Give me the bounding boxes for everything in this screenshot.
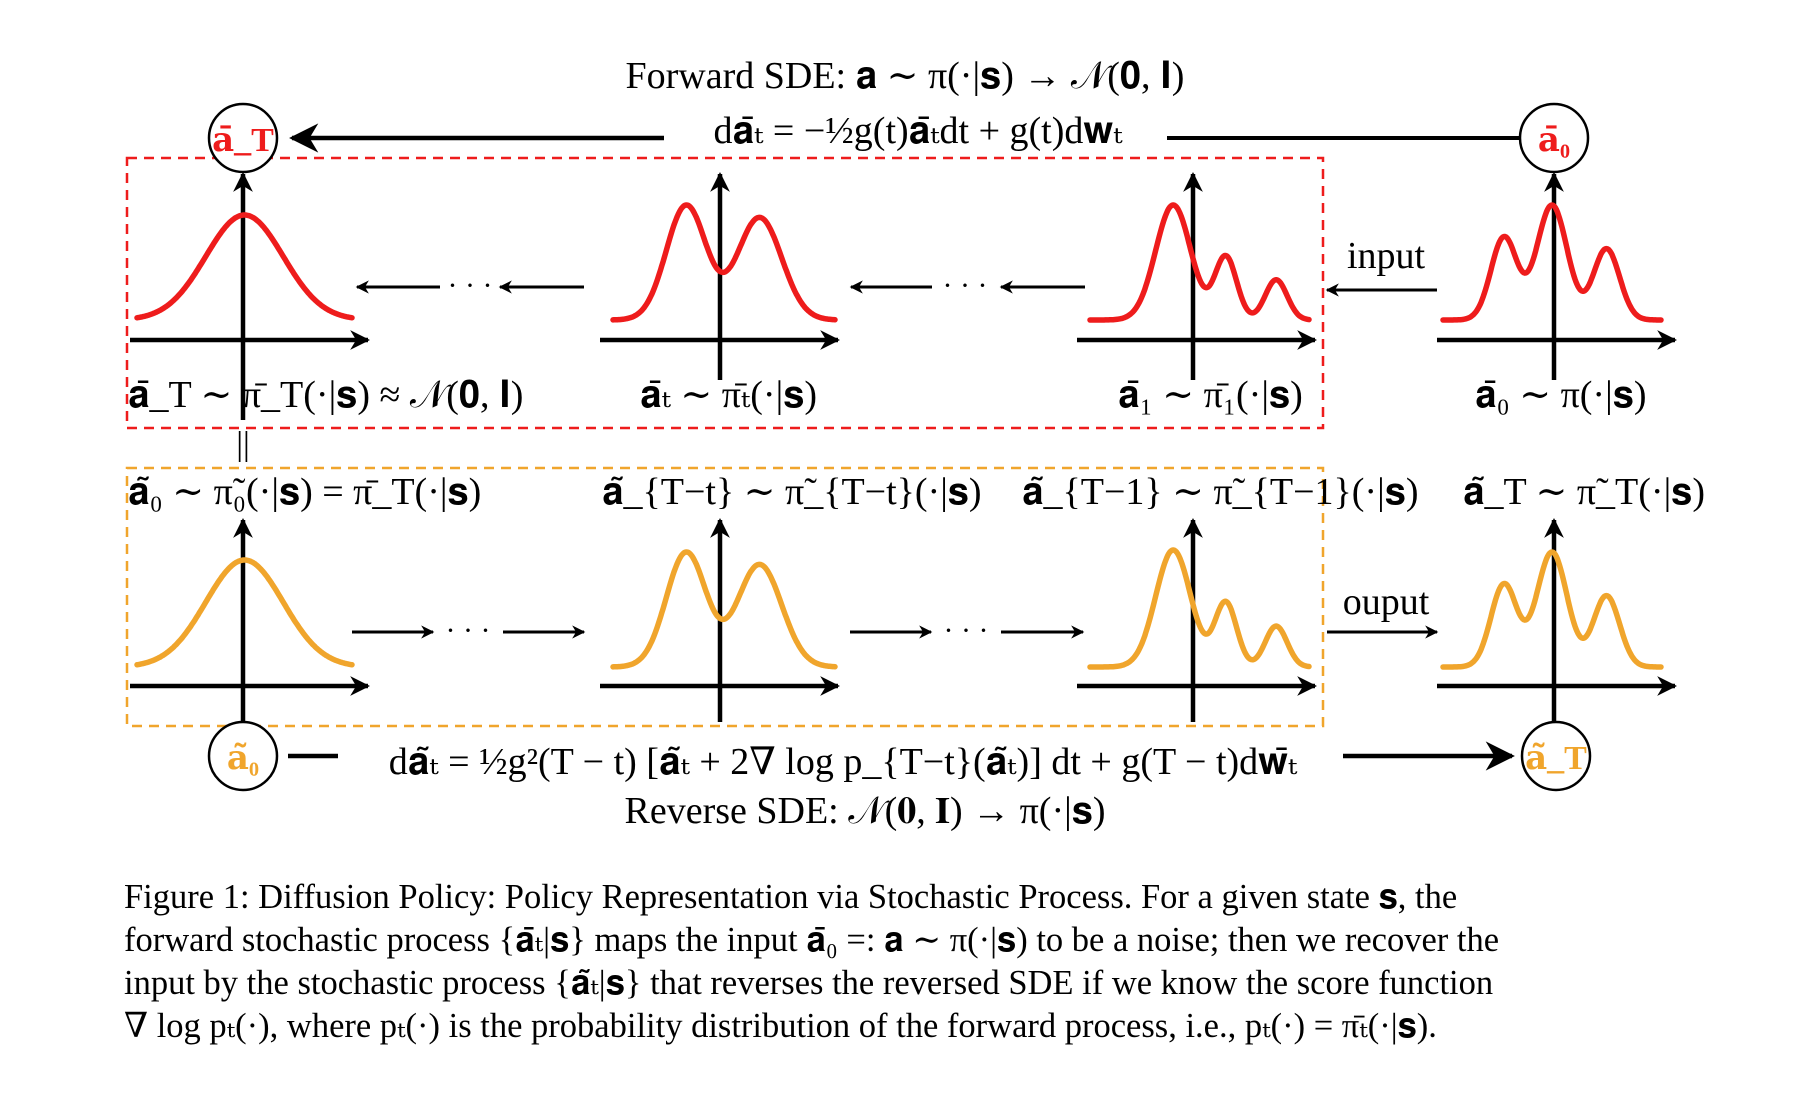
reverse-sde-equation: d𝐚̃ₜ = ½g²(T − t) [𝐚̃ₜ + 2∇ log p_{T−t}(…	[389, 741, 1298, 783]
reverse-dots-2: · · ·	[944, 614, 989, 647]
caption-line-4: ∇ log pₜ(·), where pₜ(·) is the probabil…	[124, 1007, 1437, 1045]
svg-text:𝐚̃_T: 𝐚̃_T	[1525, 740, 1587, 777]
svg-text:𝐚̃₀: 𝐚̃₀	[227, 740, 259, 777]
reverse-density-curve-3	[1087, 547, 1312, 670]
reverse-process-box	[125, 466, 1325, 728]
node-reverse-start: 𝐚̃₀	[207, 720, 279, 792]
forward-dots-1: · · ·	[448, 269, 493, 302]
forward-label-0: 𝐚̄₀ ∼ π(·|𝐬)	[1475, 374, 1646, 416]
forward-density-curve-4	[1440, 202, 1664, 323]
svg-text:𝐚̄₀: 𝐚̄₀	[1538, 122, 1570, 159]
forward-label-t: 𝐚̄ₜ ∼ π̄ₜ(·|𝐬)	[640, 374, 817, 416]
diffusion-figure: Forward SDE: 𝐚 ∼ π(·|𝐬) → 𝒩(𝟎, 𝐈) d𝐚̄ₜ =…	[125, 55, 1705, 832]
caption-line-1: Figure 1: Diffusion Policy: Policy Repre…	[124, 878, 1458, 916]
forward-step-arrows	[355, 280, 1437, 297]
svg-text:𝐚̄_T: 𝐚̄_T	[212, 122, 274, 159]
forward-process-box	[125, 156, 1325, 430]
reverse-density-curve-1	[134, 557, 355, 668]
axes-reverse-1	[130, 518, 370, 722]
forward-dots-2: · · ·	[943, 269, 988, 302]
node-forward-end: 𝐚̄_T	[207, 102, 279, 174]
node-forward-start: 𝐚̄₀	[1518, 102, 1590, 174]
reverse-density-curve-4	[1440, 549, 1664, 670]
node-reverse-end: 𝐚̃_T	[1520, 720, 1592, 792]
output-label: ouput	[1343, 581, 1430, 623]
reverse-label-0: 𝐚̃₀ ∼ π̃₀(·|𝐬) = π̄_T(·|𝐬)	[128, 471, 481, 513]
forward-label-T: 𝐚̄_T ∼ π̄_T(·|𝐬) ≈ 𝒩(𝟎, 𝐈)	[128, 374, 523, 416]
input-label: input	[1347, 235, 1426, 277]
reverse-label-Tt: 𝐚̃_{T−t} ∼ π̃_{T−t}(·|𝐬)	[602, 471, 982, 513]
caption-line-2: forward stochastic process {𝐚̄ₜ|𝐬} maps …	[124, 921, 1500, 959]
reverse-dots-1: · · ·	[446, 614, 491, 647]
forward-density-curve-3	[1087, 202, 1312, 323]
equality-marker: ||	[236, 426, 250, 463]
reverse-density-curve-2	[610, 549, 838, 670]
figure-caption: Figure 1: Diffusion Policy: Policy Repre…	[124, 876, 1694, 1048]
axes-reverse-3	[1077, 518, 1317, 722]
caption-line-3: input by the stochastic process {𝐚̃ₜ|𝐬} …	[124, 964, 1494, 1002]
reverse-label-T: 𝐚̃_T ∼ π̃_T(·|𝐬)	[1463, 471, 1705, 513]
reverse-label-T1: 𝐚̃_{T−1} ∼ π̃_{T−1}(·|𝐬)	[1022, 471, 1418, 513]
axes-forward-2	[600, 172, 840, 380]
reverse-sde-title: Reverse SDE: 𝒩(𝟎, 𝐈) → π(·|𝐬)	[625, 790, 1106, 832]
forward-density-curve-2	[610, 202, 838, 323]
forward-sde-equation: d𝐚̄ₜ = −½g(t)𝐚̄ₜdt + g(t)d𝐰ₜ	[714, 110, 1124, 152]
forward-sde-title: Forward SDE: 𝐚 ∼ π(·|𝐬) → 𝒩(𝟎, 𝐈)	[626, 55, 1185, 97]
axes-reverse-4	[1437, 518, 1677, 722]
axes-forward-3	[1077, 172, 1317, 380]
forward-label-1: 𝐚̄₁ ∼ π̄₁(·|𝐬)	[1118, 374, 1303, 416]
forward-density-curve-1	[134, 212, 355, 321]
